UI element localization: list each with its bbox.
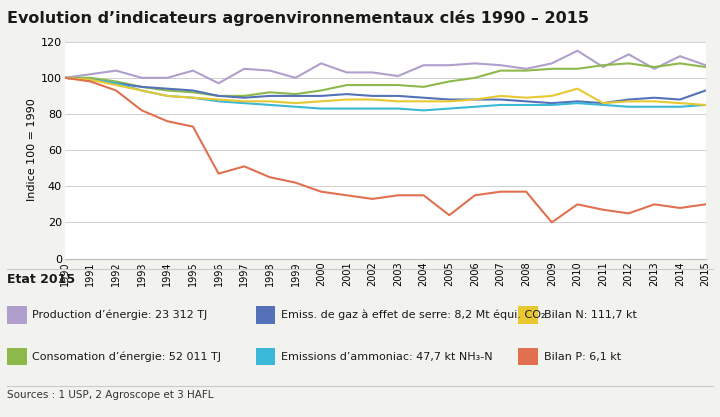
Text: Emissions d’ammoniac: 47,7 kt NH₃-N: Emissions d’ammoniac: 47,7 kt NH₃-N [281, 352, 492, 362]
Text: Evolution d’indicateurs agroenvironnementaux clés 1990 – 2015: Evolution d’indicateurs agroenvironnemen… [7, 10, 589, 26]
Text: Consomation d’énergie: 52 011 TJ: Consomation d’énergie: 52 011 TJ [32, 351, 222, 362]
Y-axis label: Indice 100 = 1990: Indice 100 = 1990 [27, 99, 37, 201]
Text: Production d’énergie: 23 312 TJ: Production d’énergie: 23 312 TJ [32, 309, 207, 320]
Text: Emiss. de gaz à effet de serre: 8,2 Mt équi. CO₂: Emiss. de gaz à effet de serre: 8,2 Mt é… [281, 309, 545, 320]
Text: Sources : 1 USP, 2 Agroscope et 3 HAFL: Sources : 1 USP, 2 Agroscope et 3 HAFL [7, 390, 214, 400]
Text: Etat 2015: Etat 2015 [7, 273, 76, 286]
Text: Bilan P: 6,1 kt: Bilan P: 6,1 kt [544, 352, 621, 362]
Text: Bilan N: 111,7 kt: Bilan N: 111,7 kt [544, 310, 636, 320]
